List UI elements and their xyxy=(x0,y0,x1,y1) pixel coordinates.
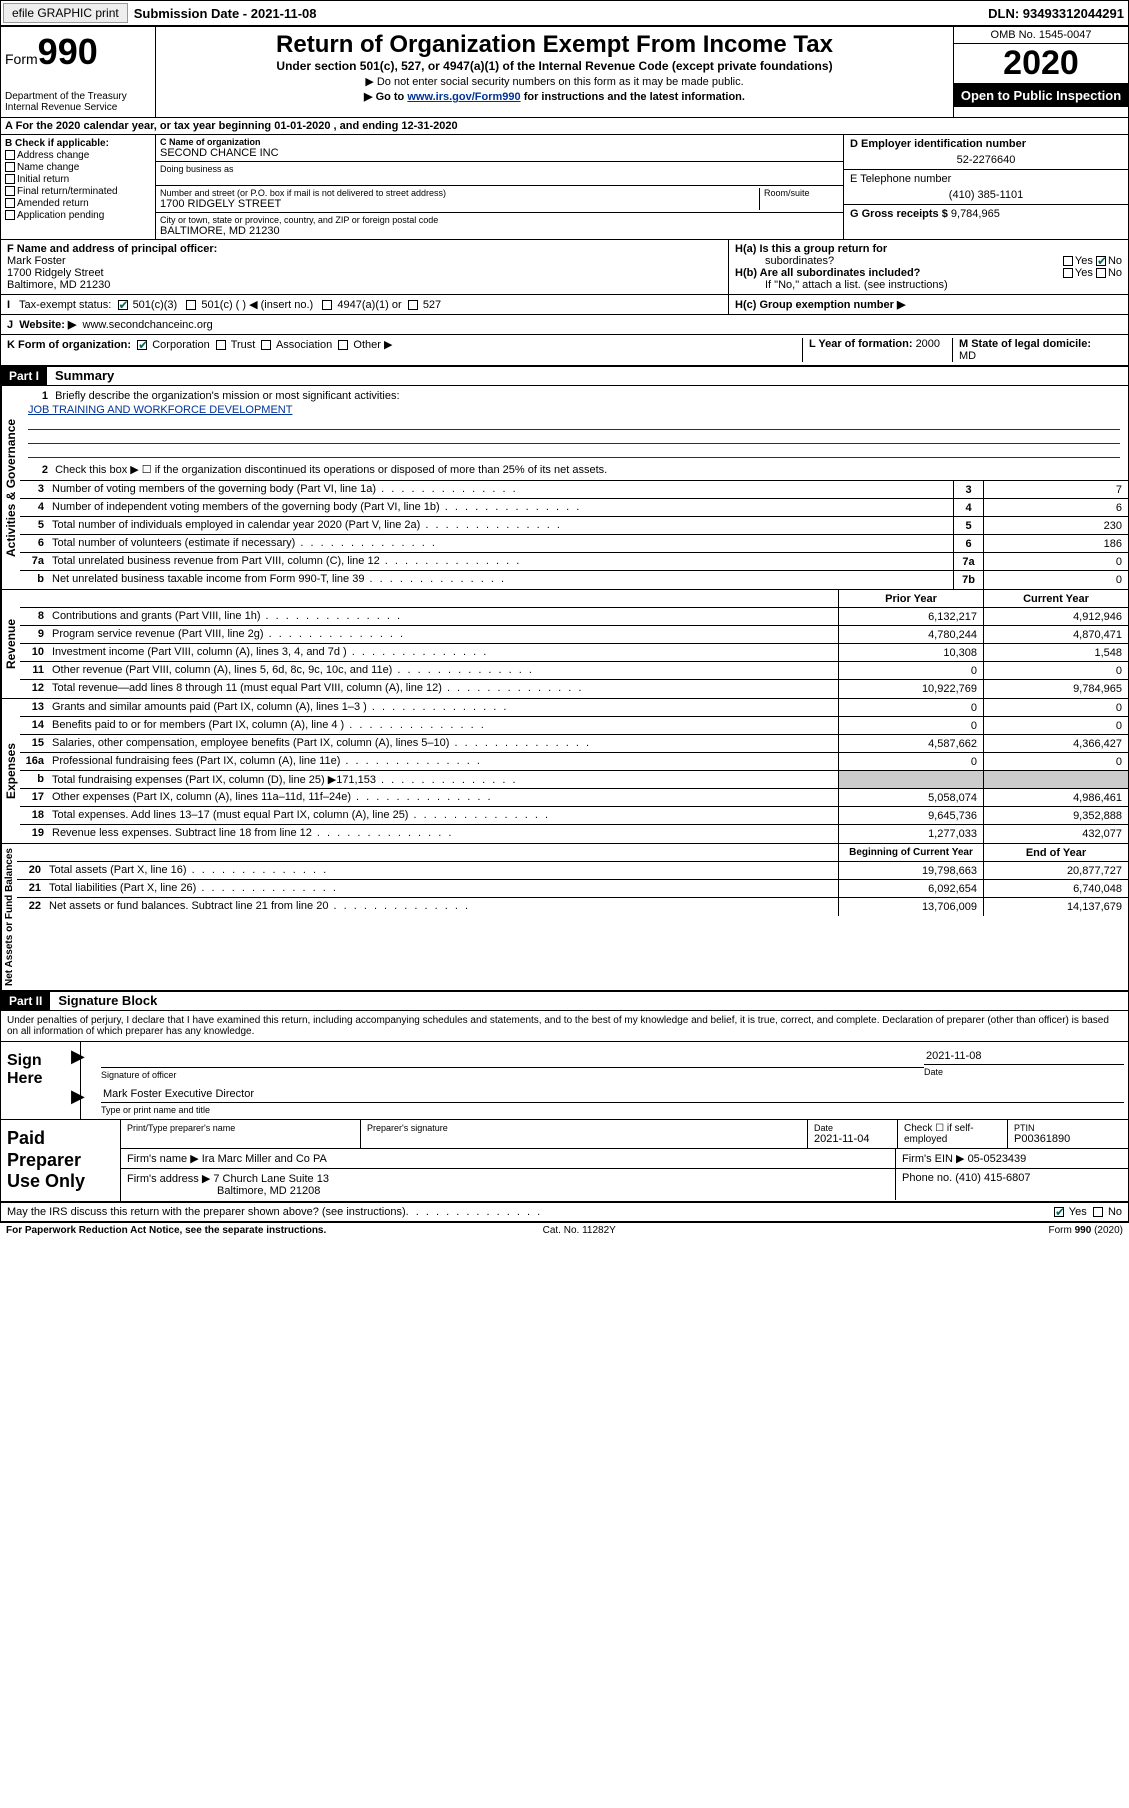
page-footer: For Paperwork Reduction Act Notice, see … xyxy=(0,1223,1129,1238)
dept-label: Department of the Treasury xyxy=(5,91,151,102)
submission-date-label: Submission Date - 2021-11-08 xyxy=(130,6,321,21)
city-state-zip: BALTIMORE, MD 21230 xyxy=(160,225,839,237)
form-number: Form990 xyxy=(5,31,151,73)
gross-receipts: 9,784,965 xyxy=(951,208,1000,220)
part1-header-row: Part ISummary xyxy=(1,367,1128,386)
section-b-checkboxes: B Check if applicable: Address change Na… xyxy=(1,135,156,239)
identity-row: B Check if applicable: Address change Na… xyxy=(1,135,1128,240)
irs-label: Internal Revenue Service xyxy=(5,102,151,113)
paid-preparer-block: Paid Preparer Use Only Print/Type prepar… xyxy=(1,1120,1128,1203)
section-c-name-block: C Name of organization SECOND CHANCE INC… xyxy=(156,135,843,239)
summary-expenses: Expenses 13Grants and similar amounts pa… xyxy=(1,699,1128,844)
sign-date: 2021-11-08 xyxy=(924,1048,1124,1065)
summary-governance: Activities & Governance 1 Briefly descri… xyxy=(1,386,1128,590)
tax-status-row: I Tax-exempt status: 501(c)(3) 501(c) ( … xyxy=(1,295,1128,315)
discuss-no-checkbox[interactable] xyxy=(1093,1207,1103,1217)
part2-header-row: Part IISignature Block xyxy=(1,992,1128,1011)
note-ssn: ▶ Do not enter social security numbers o… xyxy=(164,75,945,88)
officer-row: F Name and address of principal officer:… xyxy=(1,240,1128,295)
form-container: efile GRAPHIC print Submission Date - 20… xyxy=(0,0,1129,1223)
open-public-badge: Open to Public Inspection xyxy=(954,84,1128,107)
mission-text: JOB TRAINING AND WORKFORCE DEVELOPMENT xyxy=(24,404,1124,416)
note-goto: ▶ Go to www.irs.gov/Form990 for instruct… xyxy=(164,90,945,103)
penalties-text: Under penalties of perjury, I declare th… xyxy=(1,1011,1128,1042)
calendar-year-line: A For the 2020 calendar year, or tax yea… xyxy=(1,118,1128,135)
officer-name-title: Mark Foster Executive Director xyxy=(101,1086,1124,1103)
phone-value: (410) 385-1101 xyxy=(850,185,1122,201)
summary-revenue: Revenue Prior Year Current Year 8Contrib… xyxy=(1,590,1128,699)
org-name: SECOND CHANCE INC xyxy=(160,147,839,159)
website-value: www.secondchanceinc.org xyxy=(83,319,213,331)
tax-year: 2020 xyxy=(954,44,1128,84)
summary-netassets: Net Assets or Fund Balances Beginning of… xyxy=(1,844,1128,992)
irs-link[interactable]: www.irs.gov/Form990 xyxy=(407,91,520,103)
k-form-org-row: K Form of organization: Corporation Trus… xyxy=(1,335,1128,367)
form-subtitle: Under section 501(c), 527, or 4947(a)(1)… xyxy=(164,59,945,73)
corp-checkbox[interactable] xyxy=(137,340,147,350)
discuss-yes-checkbox[interactable] xyxy=(1054,1207,1064,1217)
street-address: 1700 RIDGELY STREET xyxy=(160,198,759,210)
website-row: J Website: ▶ www.secondchanceinc.org xyxy=(1,315,1128,335)
form-header: Form990 Department of the Treasury Inter… xyxy=(1,27,1128,118)
sign-here-block: Sign Here ▶ Signature of officer 2021-11… xyxy=(1,1042,1128,1120)
top-bar: efile GRAPHIC print Submission Date - 20… xyxy=(1,1,1128,27)
dln-label: DLN: 93493312044291 xyxy=(988,6,1128,21)
officer-name: Mark Foster xyxy=(7,255,722,267)
right-column-identity: D Employer identification number 52-2276… xyxy=(843,135,1128,239)
501c3-checkbox[interactable] xyxy=(118,300,128,310)
discuss-row: May the IRS discuss this return with the… xyxy=(1,1203,1128,1222)
efile-print-button[interactable]: efile GRAPHIC print xyxy=(3,3,128,23)
firm-name: Ira Marc Miller and Co PA xyxy=(202,1153,327,1165)
ein-value: 52-2276640 xyxy=(850,150,1122,166)
omb-number: OMB No. 1545-0047 xyxy=(954,27,1128,44)
form-title: Return of Organization Exempt From Incom… xyxy=(164,31,945,59)
